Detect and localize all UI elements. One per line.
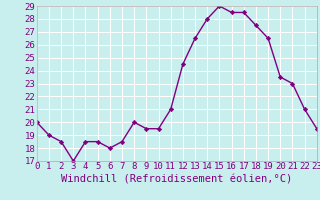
X-axis label: Windchill (Refroidissement éolien,°C): Windchill (Refroidissement éolien,°C) — [61, 174, 292, 184]
